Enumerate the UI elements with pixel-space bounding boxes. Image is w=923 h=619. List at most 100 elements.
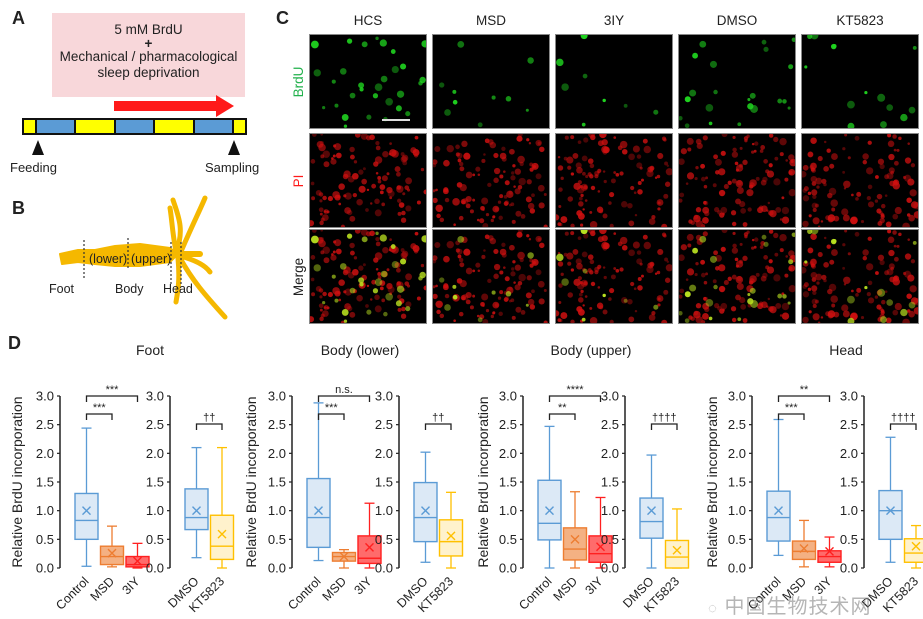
x-tick-label: 3IY	[119, 574, 143, 598]
row-label-merge: Merge	[291, 266, 307, 288]
y-tick-label: 0.5	[499, 532, 517, 547]
significance-bracket	[891, 424, 917, 430]
y-tick-label: 3.0	[728, 389, 746, 404]
significance-label: **	[558, 402, 567, 414]
x-tick-label: MSD	[88, 574, 118, 604]
chart-title: Foot	[136, 342, 164, 358]
y-tick-label: 0.5	[36, 532, 54, 547]
lower-label: (lower)	[89, 252, 127, 266]
box-msd	[101, 546, 124, 564]
feeding-marker-icon	[32, 140, 44, 155]
box-control	[767, 491, 790, 541]
y-tick-label: 2.5	[36, 417, 54, 432]
box-dmso	[185, 489, 208, 530]
box-msd	[793, 541, 816, 559]
micrograph-merge-3iy	[556, 230, 672, 323]
y-tick-label: 1.5	[146, 475, 164, 490]
micrograph-brdu-hcs	[310, 35, 426, 128]
y-tick-label: 0.5	[728, 532, 746, 547]
y-tick-label: 1.0	[499, 503, 517, 518]
significance-label: ***	[785, 402, 799, 414]
y-tick-label: 1.0	[728, 503, 746, 518]
y-tick-label: 1.0	[601, 503, 619, 518]
box-msd	[564, 528, 587, 560]
micrograph-merge-kt5823	[802, 230, 918, 323]
x-tick-label: Control	[285, 574, 323, 612]
y-axis-label: Relative BrdU incorporation	[704, 396, 720, 567]
box-plots: Foot Relative BrdU incorporation 0.0 0.5 1.0…	[0, 330, 923, 615]
significance-bracket	[319, 414, 345, 420]
column-header-kt5823: KT5823	[802, 13, 918, 28]
significance-bracket	[197, 424, 223, 430]
box-dmso	[879, 491, 902, 540]
micrograph-pi-3iy	[556, 134, 672, 227]
y-tick-label: 2.5	[840, 417, 858, 432]
column-header-3iy: 3IY	[556, 13, 672, 28]
y-tick-label: 1.0	[375, 503, 393, 518]
y-axis-label: Relative BrdU incorporation	[243, 396, 259, 567]
micrograph-merge-dmso	[679, 230, 795, 323]
significance-bracket	[652, 424, 678, 430]
y-tick-label: 0.0	[601, 561, 619, 576]
significance-label: ****	[566, 384, 584, 396]
y-tick-label: 2.0	[499, 446, 517, 461]
y-tick-label: 1.5	[728, 475, 746, 490]
y-axis-label: Relative BrdU incorporation	[9, 396, 25, 567]
foot-label: Foot	[49, 282, 74, 296]
y-tick-label: 1.0	[146, 503, 164, 518]
red-arrow-icon	[114, 95, 234, 117]
panel-c-label: C	[276, 8, 289, 29]
row-label-pi: PI	[291, 170, 307, 192]
significance-bracket	[426, 424, 452, 430]
x-tick-label: MSD	[551, 574, 581, 604]
micrograph-brdu-msd	[433, 35, 549, 128]
box-control	[75, 493, 98, 539]
y-tick-label: 2.0	[601, 446, 619, 461]
head-label: Head	[163, 282, 193, 296]
box-dmso	[414, 483, 437, 542]
y-tick-label: 2.5	[601, 417, 619, 432]
chart-title: Body (lower)	[321, 342, 400, 358]
box-control	[307, 479, 330, 548]
y-tick-label: 2.0	[375, 446, 393, 461]
y-tick-label: 0.0	[840, 561, 858, 576]
y-tick-label: 1.5	[268, 475, 286, 490]
y-tick-label: 3.0	[375, 389, 393, 404]
y-tick-label: 1.5	[36, 475, 54, 490]
y-tick-label: 0.0	[375, 561, 393, 576]
body-label: Body	[115, 282, 144, 296]
micrograph-pi-dmso	[679, 134, 795, 227]
y-tick-label: 2.0	[36, 446, 54, 461]
micrograph-brdu-kt5823	[802, 35, 918, 128]
y-tick-label: 0.5	[146, 532, 164, 547]
chart-title: Head	[829, 342, 862, 358]
y-tick-label: 2.5	[146, 417, 164, 432]
x-tick-label: Control	[516, 574, 554, 612]
y-tick-label: 0.5	[601, 532, 619, 547]
significance-bracket	[87, 414, 113, 420]
y-tick-label: 0.0	[146, 561, 164, 576]
x-tick-label: MSD	[320, 574, 350, 604]
significance-label: n.s.	[335, 384, 353, 396]
significance-label: ***	[325, 402, 339, 414]
significance-label: ††	[203, 412, 215, 424]
sampling-label: Sampling	[205, 160, 259, 175]
x-tick-label: 3IY	[582, 574, 606, 598]
y-tick-label: 2.5	[499, 417, 517, 432]
significance-label: ††	[432, 412, 444, 424]
box-kt5823	[211, 515, 234, 559]
column-header-hcs: HCS	[310, 13, 426, 28]
y-tick-label: 2.0	[268, 446, 286, 461]
micrograph-pi-msd	[433, 134, 549, 227]
y-tick-label: 2.0	[840, 446, 858, 461]
row-label-brdu: BrdU	[291, 71, 307, 93]
y-tick-label: 3.0	[601, 389, 619, 404]
y-tick-label: 2.5	[268, 417, 286, 432]
y-tick-label: 0.5	[268, 532, 286, 547]
x-tick-label: 3IY	[351, 574, 375, 598]
micrograph-brdu-3iy	[556, 35, 672, 128]
micrograph-pi-hcs	[310, 134, 426, 227]
box-kt5823	[905, 539, 923, 563]
y-tick-label: 0.5	[375, 532, 393, 547]
significance-label: ††††	[652, 412, 676, 424]
